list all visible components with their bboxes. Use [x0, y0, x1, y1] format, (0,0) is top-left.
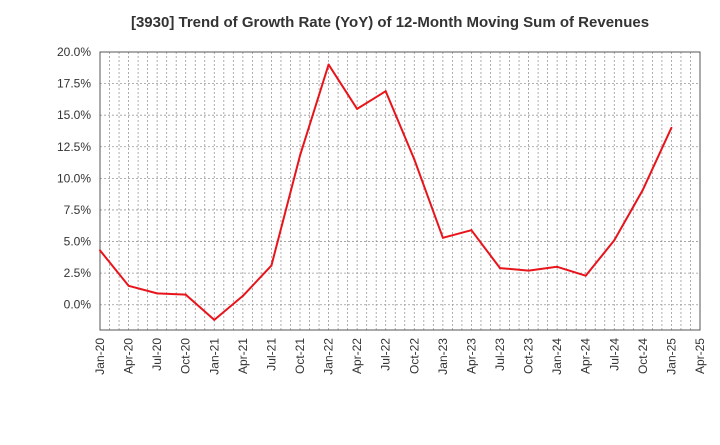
data-point — [470, 229, 473, 232]
data-point — [270, 264, 273, 267]
data-point — [356, 107, 359, 110]
x-tick-label: Jul-20 — [150, 338, 164, 371]
y-tick-label: 7.5% — [64, 203, 92, 217]
x-tick-label: Jul-22 — [379, 338, 393, 371]
x-tick-label: Apr-22 — [350, 338, 364, 374]
data-point — [527, 269, 530, 272]
data-point — [613, 239, 616, 242]
x-tick-label: Jul-21 — [264, 338, 278, 371]
x-tick-label: Jan-21 — [207, 338, 221, 375]
x-tick-label: Jul-23 — [493, 338, 507, 371]
x-tick-label: Oct-20 — [179, 338, 193, 374]
y-tick-label: 10.0% — [57, 171, 91, 185]
y-tick-label: 12.5% — [57, 140, 91, 154]
x-tick-label: Oct-24 — [636, 338, 650, 374]
data-point — [99, 249, 101, 252]
y-tick-label: 17.5% — [57, 77, 91, 91]
x-tick-label: Jul-24 — [607, 338, 621, 371]
y-tick-label: 15.0% — [57, 108, 91, 122]
chart-title: [3930] Trend of Growth Rate (YoY) of 12-… — [130, 14, 650, 31]
data-point — [413, 158, 416, 161]
data-point — [384, 90, 387, 93]
data-point — [670, 126, 673, 129]
y-tick-label: 2.5% — [64, 266, 92, 280]
x-tick-label: Apr-25 — [693, 338, 707, 374]
x-tick-label: Oct-23 — [522, 338, 536, 374]
data-point — [127, 284, 130, 287]
x-tick-label: Jan-20 — [93, 338, 107, 375]
data-point — [327, 63, 330, 66]
data-point — [156, 292, 159, 295]
data-point — [641, 188, 644, 191]
x-tick-label: Oct-22 — [407, 338, 421, 374]
x-tick-label: Jan-22 — [322, 338, 336, 375]
data-point — [184, 293, 187, 296]
data-point — [213, 318, 216, 321]
data-point — [441, 236, 444, 239]
x-tick-label: Apr-24 — [579, 338, 593, 374]
y-tick-label: 0.0% — [64, 298, 92, 312]
x-tick-label: Jan-24 — [550, 338, 564, 375]
data-point — [299, 154, 301, 157]
data-point — [556, 265, 559, 268]
x-tick-label: Apr-21 — [236, 338, 250, 374]
data-point — [241, 294, 244, 297]
plot-area — [100, 52, 700, 330]
x-tick-label: Apr-23 — [464, 338, 478, 374]
y-tick-label: 20.0% — [57, 45, 91, 59]
plot-border — [99, 51, 701, 331]
x-tick-label: Apr-20 — [122, 338, 136, 374]
x-tick-label: Jan-25 — [664, 338, 678, 375]
y-tick-label: 5.0% — [64, 235, 92, 249]
x-tick-label: Oct-21 — [293, 338, 307, 374]
data-point — [499, 267, 501, 270]
x-tick-label: Jan-23 — [436, 338, 450, 375]
data-point — [584, 274, 587, 277]
